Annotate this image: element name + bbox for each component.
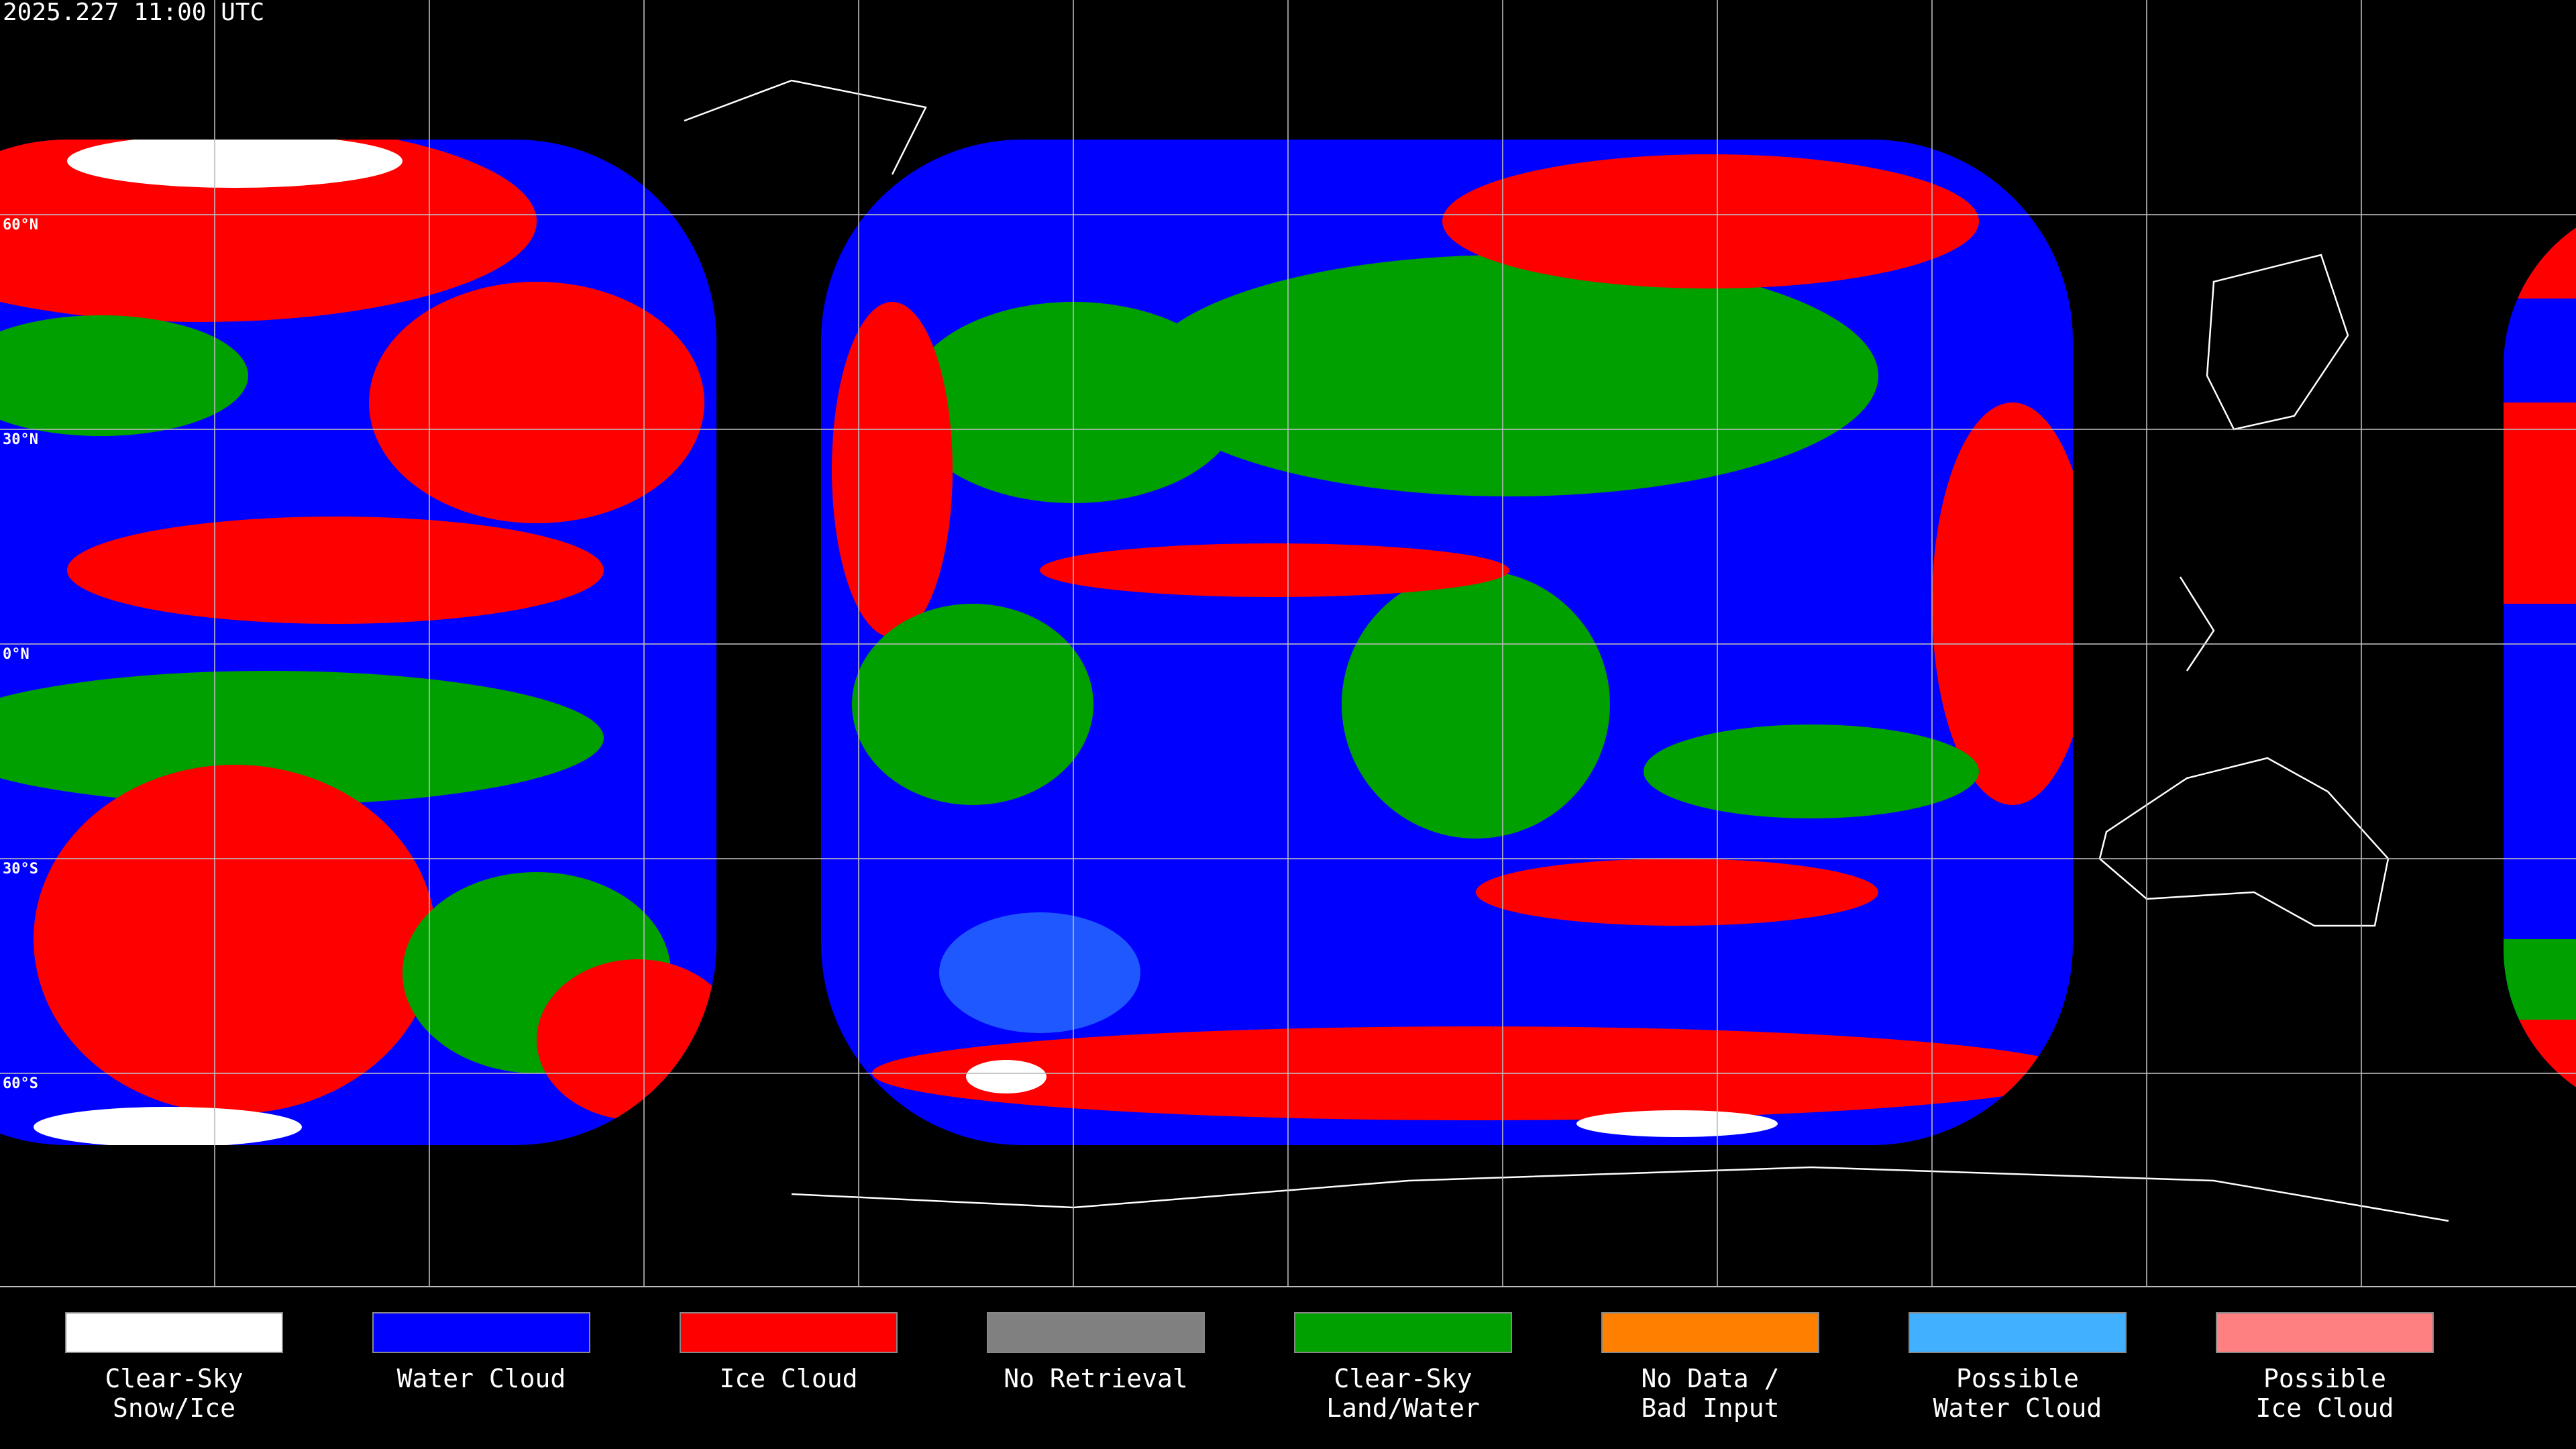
legend-swatch xyxy=(65,1312,283,1353)
satellite-disc-east xyxy=(2504,198,2576,1117)
legend-swatch xyxy=(987,1312,1205,1353)
legend-swatch xyxy=(2216,1312,2434,1353)
legend-label: Land/Water xyxy=(1326,1393,1480,1423)
legend-label: Clear-Sky xyxy=(1334,1364,1472,1393)
satellite-disc-west xyxy=(0,140,716,1145)
legend-label: Possible xyxy=(2263,1364,2386,1393)
legend-label: No Retrieval xyxy=(1004,1364,1188,1393)
legend-swatch xyxy=(1294,1312,1512,1353)
legend-swatch xyxy=(372,1312,590,1353)
satellite-disc-central xyxy=(821,140,2073,1145)
legend-label: Bad Input xyxy=(1642,1393,1780,1423)
legend-label: Clear-Sky xyxy=(105,1364,244,1393)
legend-swatch xyxy=(680,1312,898,1353)
legend-label: Ice Cloud xyxy=(720,1364,858,1393)
latitude-label: 30°S xyxy=(3,861,38,877)
legend-swatch xyxy=(1909,1312,2127,1353)
latitude-label: 0°N xyxy=(3,646,30,663)
latitude-label: 60°N xyxy=(3,217,38,233)
latitude-label: 30°N xyxy=(3,431,38,448)
legend-label: Snow/Ice xyxy=(113,1393,235,1423)
legend-label: Ice Cloud xyxy=(2256,1393,2394,1423)
legend-label: Water Cloud xyxy=(397,1364,566,1393)
legend-label: Possible xyxy=(1956,1364,2079,1393)
latitude-label: 60°S xyxy=(3,1075,38,1092)
legend-label: No Data / xyxy=(1642,1364,1780,1393)
legend-swatch xyxy=(1601,1312,1819,1353)
legend-label: Water Cloud xyxy=(1933,1393,2102,1423)
timestamp: 2025.227 11:00 UTC xyxy=(3,0,264,26)
